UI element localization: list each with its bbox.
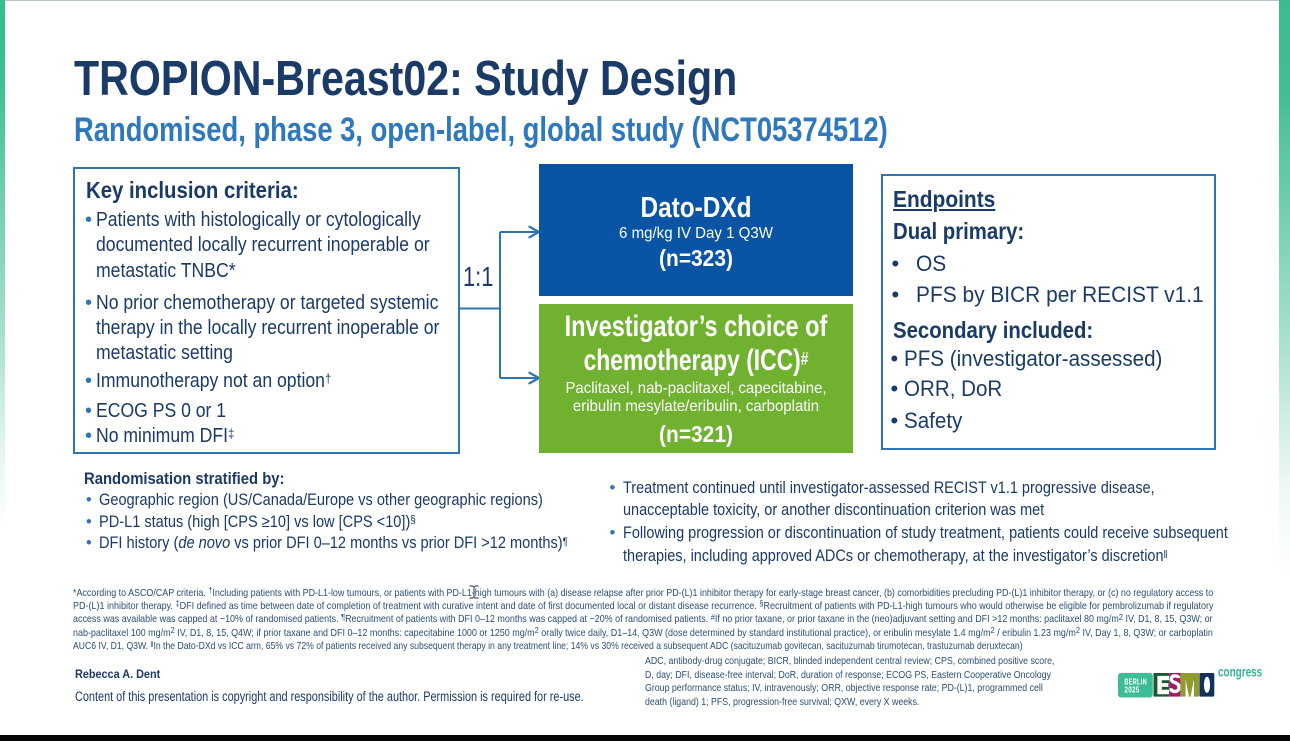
svg-text:BERLIN: BERLIN <box>1124 679 1146 687</box>
svg-text:congress: congress <box>1218 664 1262 680</box>
svg-text:2025: 2025 <box>1124 685 1139 695</box>
